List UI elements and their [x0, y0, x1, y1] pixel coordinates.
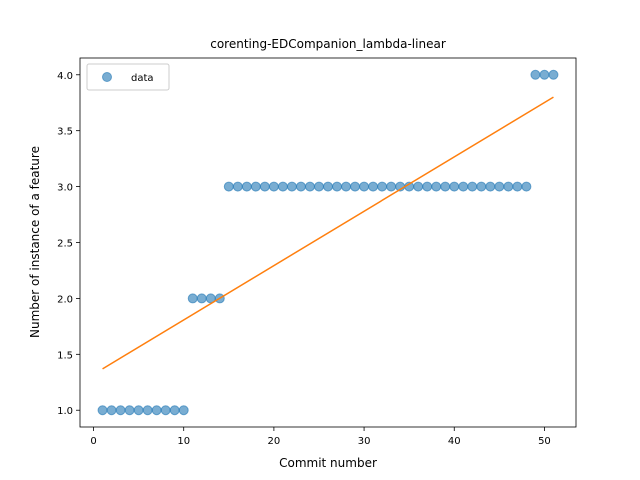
data-point — [142, 405, 153, 416]
data-point — [512, 181, 523, 192]
x-tick-label: 30 — [358, 436, 371, 447]
legend-frame — [86, 63, 170, 91]
data-point — [106, 405, 117, 416]
x-tick-label: 10 — [177, 436, 190, 447]
y-tick-label: 1.5 — [57, 350, 73, 361]
data-point — [530, 69, 541, 80]
chart-title: corenting-EDCompanion_lambda-linear — [210, 37, 446, 51]
data-point — [467, 181, 478, 192]
x-axis-label: Commit number — [279, 456, 377, 470]
data-point — [187, 293, 198, 304]
data-point — [268, 181, 279, 192]
y-tick-label: 1.0 — [57, 406, 73, 417]
data-point — [458, 181, 469, 192]
axes-frame — [79, 57, 577, 428]
data-point — [413, 181, 424, 192]
data-point — [241, 181, 252, 192]
data-point — [431, 181, 442, 192]
data-point — [332, 181, 343, 192]
data-point — [377, 181, 388, 192]
data-point — [359, 181, 370, 192]
data-point — [250, 181, 261, 192]
x-tick-label: 20 — [268, 436, 281, 447]
data-point — [548, 69, 559, 80]
y-tick-label: 4.0 — [57, 71, 73, 82]
data-point — [115, 405, 126, 416]
data-point — [350, 181, 361, 192]
data-point — [196, 293, 207, 304]
data-point — [124, 405, 135, 416]
data-point — [97, 405, 108, 416]
y-tick-label: 3.0 — [57, 183, 73, 194]
x-tick-label: 40 — [448, 436, 461, 447]
data-point — [449, 181, 460, 192]
data-point — [277, 181, 288, 192]
legend: data — [86, 63, 170, 91]
y-tick-label: 2.0 — [57, 294, 73, 305]
data-point — [494, 181, 505, 192]
x-tick-label: 0 — [90, 436, 96, 447]
data-point — [476, 181, 487, 192]
y-tick-label: 3.5 — [57, 127, 73, 138]
axes: 0 10 20 30 40 50 1.0 1.5 2.0 2.5 3.0 3.5 4.0 — [57, 57, 577, 447]
data-point — [304, 181, 315, 192]
data-point — [341, 181, 352, 192]
data-point — [160, 405, 171, 416]
data-point — [485, 181, 496, 192]
data-point — [313, 181, 324, 192]
data-point — [133, 405, 144, 416]
data-point — [151, 405, 162, 416]
data-point — [368, 181, 379, 192]
legend-marker-data — [102, 72, 112, 82]
y-axis-label: Number of instance of a feature — [28, 146, 42, 338]
data-point — [286, 181, 297, 192]
data-point — [232, 181, 243, 192]
data-point — [503, 181, 514, 192]
legend-label-data: data — [131, 73, 154, 84]
data-point — [539, 69, 550, 80]
data-point — [178, 405, 189, 416]
data-point — [259, 181, 270, 192]
data-point — [422, 181, 433, 192]
data-point — [295, 181, 306, 192]
x-tick-label: 50 — [538, 436, 551, 447]
data-point — [169, 405, 180, 416]
y-tick-label: 2.5 — [57, 239, 73, 250]
data-point — [521, 181, 532, 192]
trend-line — [102, 96, 554, 370]
data-point — [223, 181, 234, 192]
data-point — [440, 181, 451, 192]
plot-area — [97, 69, 559, 416]
data-point — [386, 181, 397, 192]
data-point — [323, 181, 333, 192]
